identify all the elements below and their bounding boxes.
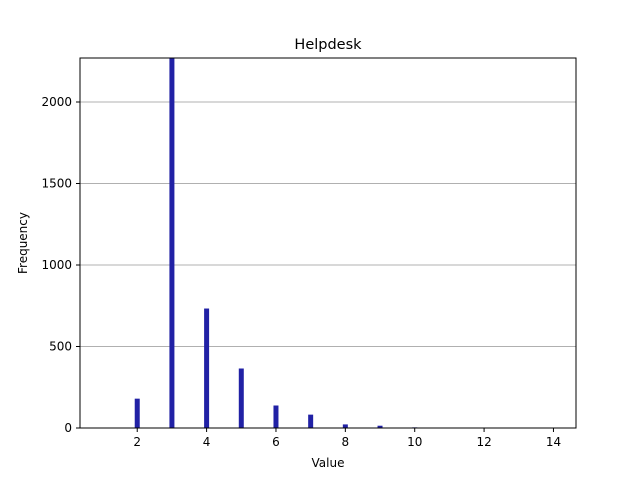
bar-9: [377, 425, 383, 428]
grid: [80, 101, 576, 348]
bar-4: [204, 308, 210, 428]
chart-title: Helpdesk: [294, 37, 362, 53]
y-tick-label-0: 0: [64, 421, 72, 435]
bar-8: [342, 424, 348, 428]
y-tick-label-2: 1000: [41, 258, 72, 272]
x-axis-label: Value: [312, 456, 345, 470]
bar-6: [273, 405, 279, 428]
x-tick-label-4: 10: [407, 435, 422, 449]
bars: [134, 58, 418, 428]
x-axis-ticks: 2 4 6 8 10 12 14: [133, 428, 561, 449]
x-tick-label-5: 12: [476, 435, 491, 449]
x-tick-label-1: 4: [203, 435, 211, 449]
y-tick-label-3: 1500: [41, 177, 72, 191]
x-tick-label-2: 6: [272, 435, 280, 449]
x-tick-label-3: 8: [342, 435, 350, 449]
bar-2: [134, 398, 140, 428]
bar-7: [308, 414, 314, 428]
y-axis-label: Frequency: [16, 212, 30, 274]
y-tick-label-4: 2000: [41, 95, 72, 109]
y-axis-ticks: 0 500 1000 1500 2000: [41, 95, 80, 435]
y-tick-label-1: 500: [49, 340, 72, 354]
x-tick-label-6: 14: [546, 435, 561, 449]
plot-frame: [79, 57, 577, 429]
bar-3: [169, 58, 175, 428]
x-tick-label-0: 2: [133, 435, 141, 449]
bar-5: [238, 368, 244, 428]
